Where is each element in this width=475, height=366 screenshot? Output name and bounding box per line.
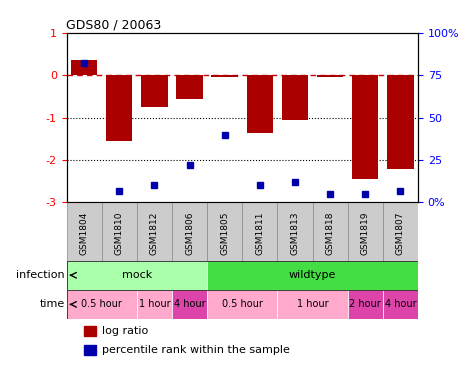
Bar bbox=[348, 290, 383, 319]
Bar bbox=[66, 290, 137, 319]
Text: 0.5 hour: 0.5 hour bbox=[81, 299, 122, 309]
Text: 2 hour: 2 hour bbox=[350, 299, 381, 309]
Text: GSM1810: GSM1810 bbox=[115, 211, 124, 255]
Text: GSM1807: GSM1807 bbox=[396, 211, 405, 255]
Bar bbox=[172, 290, 207, 319]
Bar bbox=[84, 326, 96, 336]
Bar bbox=[387, 75, 414, 168]
Bar bbox=[84, 345, 96, 355]
Bar bbox=[282, 75, 308, 120]
Bar bbox=[383, 290, 418, 319]
Bar bbox=[102, 202, 137, 261]
Bar bbox=[277, 290, 348, 319]
Bar bbox=[313, 202, 348, 261]
Bar bbox=[352, 75, 379, 179]
Bar bbox=[207, 290, 277, 319]
Bar bbox=[137, 290, 172, 319]
Text: 4 hour: 4 hour bbox=[174, 299, 205, 309]
Text: GSM1806: GSM1806 bbox=[185, 211, 194, 255]
Text: 0.5 hour: 0.5 hour bbox=[222, 299, 263, 309]
Text: GSM1812: GSM1812 bbox=[150, 211, 159, 254]
Bar bbox=[211, 75, 238, 78]
Text: GSM1804: GSM1804 bbox=[80, 211, 88, 254]
Text: 4 hour: 4 hour bbox=[385, 299, 416, 309]
Bar bbox=[348, 202, 383, 261]
Bar bbox=[242, 202, 277, 261]
Text: time: time bbox=[39, 299, 65, 309]
Bar bbox=[106, 75, 133, 141]
Bar bbox=[71, 60, 97, 75]
Bar bbox=[66, 202, 102, 261]
Bar bbox=[176, 75, 203, 98]
Text: log ratio: log ratio bbox=[102, 326, 148, 336]
Bar bbox=[277, 202, 313, 261]
Text: wildtype: wildtype bbox=[289, 270, 336, 280]
Text: 1 hour: 1 hour bbox=[297, 299, 328, 309]
Text: GSM1805: GSM1805 bbox=[220, 211, 229, 255]
Bar bbox=[207, 202, 242, 261]
Text: 1 hour: 1 hour bbox=[139, 299, 170, 309]
Bar bbox=[137, 202, 172, 261]
Text: infection: infection bbox=[16, 270, 65, 280]
Bar bbox=[172, 202, 207, 261]
Text: GSM1818: GSM1818 bbox=[326, 211, 334, 255]
Text: mock: mock bbox=[122, 270, 152, 280]
Bar bbox=[141, 75, 168, 107]
Bar bbox=[383, 202, 418, 261]
Text: percentile rank within the sample: percentile rank within the sample bbox=[102, 345, 290, 355]
Bar bbox=[207, 261, 418, 290]
Bar bbox=[317, 75, 343, 78]
Text: GSM1813: GSM1813 bbox=[291, 211, 299, 255]
Text: GSM1819: GSM1819 bbox=[361, 211, 370, 255]
Text: GSM1811: GSM1811 bbox=[256, 211, 264, 255]
Bar bbox=[66, 261, 207, 290]
Bar bbox=[247, 75, 273, 132]
Text: GDS80 / 20063: GDS80 / 20063 bbox=[66, 19, 162, 32]
